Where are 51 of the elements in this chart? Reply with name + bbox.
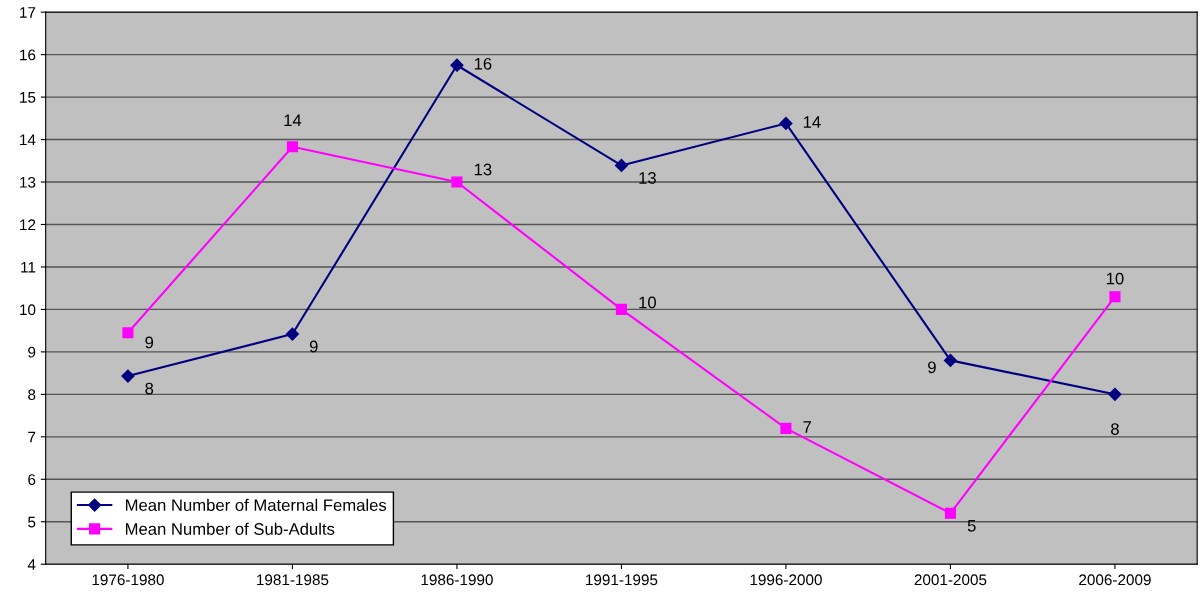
y-tick-label: 12 [20,219,36,231]
point [1109,291,1121,303]
point [122,327,134,339]
data-label: 14 [803,116,821,128]
y-tick-label: 5 [28,516,36,528]
point [615,303,627,315]
y-tick-label: 11 [21,261,36,273]
x-tick-label: 1976-1980 [92,574,164,586]
y-tick-label: 16 [20,49,36,61]
point [944,507,956,519]
point [121,369,135,383]
data-label: 16 [474,57,492,70]
data-label: 7 [803,421,812,433]
x-tick-label: 2001-2005 [914,574,987,586]
data-label: 10 [639,296,656,309]
y-tick-label: 17 [20,7,36,18]
data-label: 5 [967,520,976,532]
point [943,353,958,367]
y-tick-label: 13 [20,176,36,188]
x-tick-label: 1981-1985 [257,574,329,586]
point [451,176,463,188]
x-tick-label: 1986-1990 [421,574,493,586]
x-tick-label: 1996-2000 [750,574,822,586]
data-label: 13 [474,163,492,176]
point [1108,387,1122,401]
data-label: 8 [1111,423,1119,435]
data-label: 9 [928,361,936,374]
y-tick-label: 6 [28,474,36,485]
legend-label: Mean Number of Sub-Adults [125,522,335,535]
y-tick-label: 9 [28,346,36,358]
y-tick-label: 8 [28,389,36,401]
point [286,141,298,153]
x-tick-label: 2006-2009 [1079,574,1151,586]
data-label: 13 [639,172,656,184]
y-tick-label: 10 [20,304,36,316]
y-tick-label: 7 [28,431,36,443]
point [450,58,464,72]
point [780,422,792,434]
data-label: 8 [145,382,154,395]
point [779,116,793,131]
data-label: 14 [284,114,302,127]
y-tick-label: 14 [20,134,36,146]
y-tick-label: 15 [20,92,36,103]
y-tick-label: 4 [27,559,36,570]
point [285,327,300,341]
data-label: 9 [309,340,318,353]
legend-label: Mean Number of Maternal Females [125,498,387,512]
x-tick-label: 1991-1995 [586,574,658,586]
data-label: 10 [1106,272,1124,285]
point [614,158,629,173]
data-label: 9 [145,336,154,349]
